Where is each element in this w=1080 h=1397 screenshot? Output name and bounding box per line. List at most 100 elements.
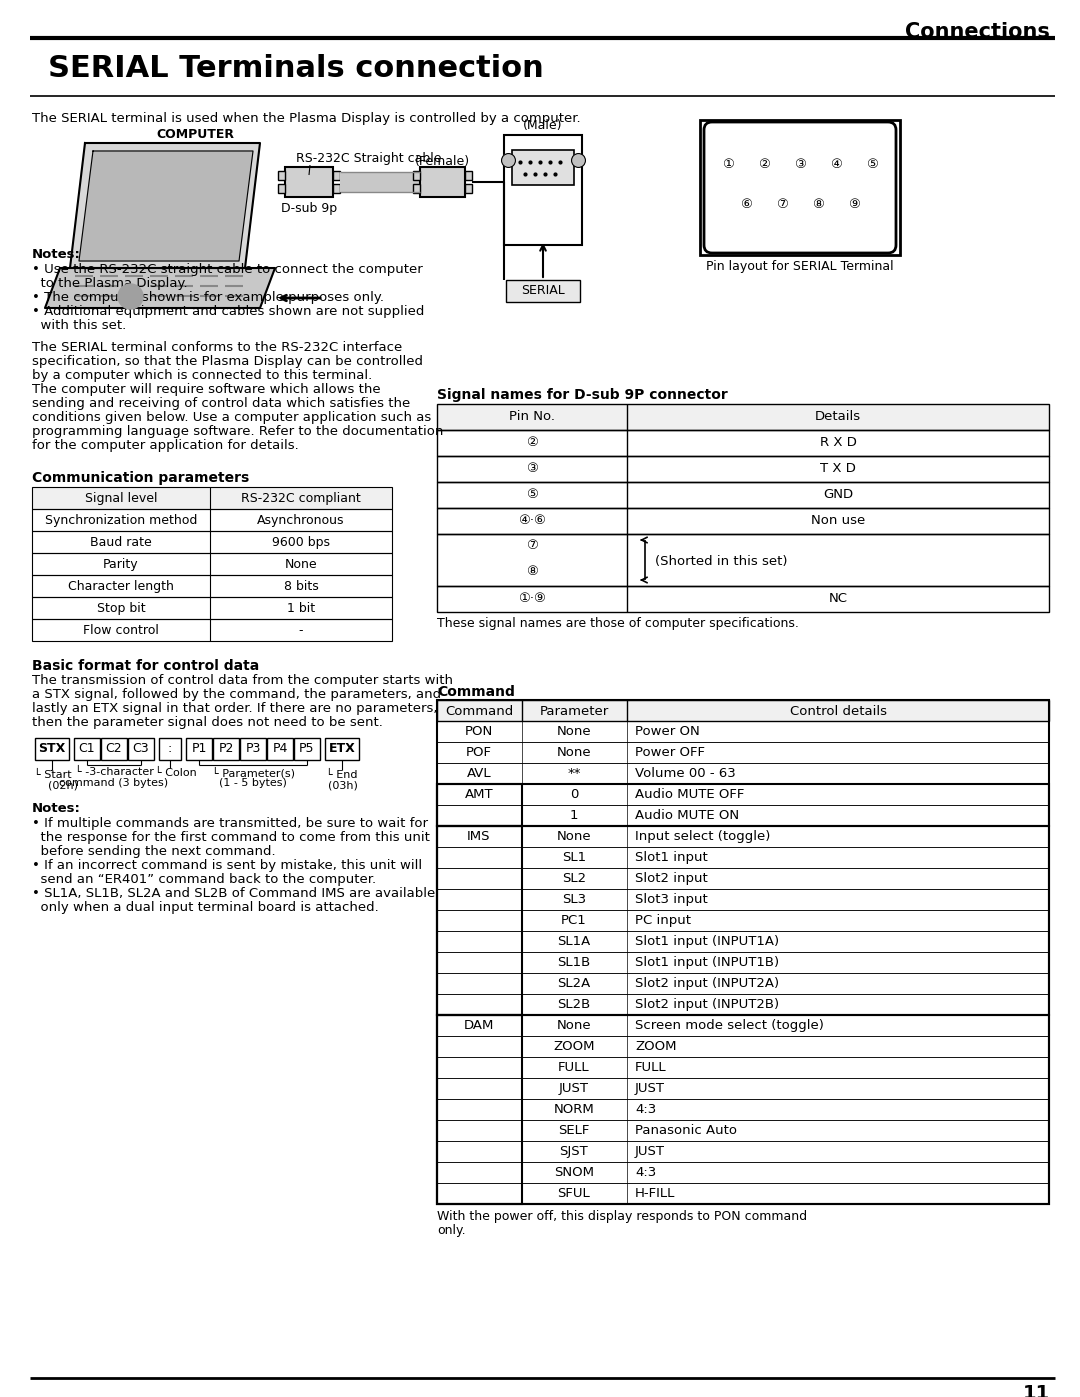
Bar bbox=[437, 784, 1049, 805]
Bar bbox=[437, 995, 1049, 1016]
Text: Slot2 input (INPUT2A): Slot2 input (INPUT2A) bbox=[635, 977, 779, 990]
Text: None: None bbox=[285, 557, 318, 571]
Text: Screen mode select (toggle): Screen mode select (toggle) bbox=[635, 1018, 824, 1032]
Circle shape bbox=[502, 154, 514, 166]
Text: ④: ④ bbox=[831, 158, 842, 172]
Text: The computer will require software which allows the: The computer will require software which… bbox=[32, 383, 380, 395]
Text: Non use: Non use bbox=[811, 514, 865, 527]
Bar bbox=[437, 784, 1049, 826]
Bar bbox=[325, 738, 359, 760]
Text: STX: STX bbox=[39, 742, 66, 754]
Text: ⑨: ⑨ bbox=[848, 198, 860, 211]
Text: ⑧: ⑧ bbox=[812, 198, 824, 211]
Bar bbox=[437, 868, 1049, 888]
Bar bbox=[437, 888, 1049, 909]
Bar bbox=[437, 482, 1049, 509]
Text: ETX: ETX bbox=[328, 742, 355, 754]
Text: **: ** bbox=[567, 767, 581, 780]
Text: Notes:: Notes: bbox=[32, 249, 81, 261]
Text: SERIAL: SERIAL bbox=[522, 284, 565, 298]
Text: :: : bbox=[167, 742, 172, 754]
Text: None: None bbox=[556, 725, 592, 738]
Text: RS-232C Straight cable: RS-232C Straight cable bbox=[296, 152, 442, 165]
Text: ④·⑥: ④·⑥ bbox=[518, 514, 545, 527]
Text: Pin No.: Pin No. bbox=[509, 409, 555, 423]
Text: ZOOM: ZOOM bbox=[553, 1039, 595, 1053]
Text: with this set.: with this set. bbox=[32, 319, 126, 332]
Text: • If multiple commands are transmitted, be sure to wait for: • If multiple commands are transmitted, … bbox=[32, 817, 428, 830]
Polygon shape bbox=[79, 151, 253, 261]
Text: 1 bit: 1 bit bbox=[287, 602, 315, 615]
Text: FULL: FULL bbox=[558, 1060, 590, 1074]
Bar bbox=[413, 184, 420, 193]
Text: SL1: SL1 bbox=[562, 851, 586, 863]
Bar bbox=[437, 700, 1049, 1204]
Text: ⑥: ⑥ bbox=[740, 198, 752, 211]
Text: Audio MUTE OFF: Audio MUTE OFF bbox=[635, 788, 744, 800]
Bar bbox=[437, 1120, 1049, 1141]
Bar bbox=[437, 972, 1049, 995]
Text: send an “ER401” command back to the computer.: send an “ER401” command back to the comp… bbox=[32, 873, 376, 886]
Text: The SERIAL terminal conforms to the RS-232C interface: The SERIAL terminal conforms to the RS-2… bbox=[32, 341, 402, 353]
Text: command (3 bytes): command (3 bytes) bbox=[59, 778, 168, 788]
Text: • SL1A, SL1B, SL2A and SL2B of Command IMS are available: • SL1A, SL1B, SL2A and SL2B of Command I… bbox=[32, 887, 435, 900]
Text: (1 - 5 bytes): (1 - 5 bytes) bbox=[219, 778, 287, 788]
Text: SFUL: SFUL bbox=[557, 1187, 591, 1200]
Bar bbox=[437, 930, 1049, 951]
Text: └ Start: └ Start bbox=[33, 770, 71, 780]
Text: ①·⑨: ①·⑨ bbox=[518, 592, 545, 605]
Text: └ Colon: └ Colon bbox=[156, 768, 197, 778]
Text: Power ON: Power ON bbox=[635, 725, 700, 738]
Text: NORM: NORM bbox=[554, 1104, 594, 1116]
Bar bbox=[437, 1058, 1049, 1078]
Bar bbox=[267, 738, 293, 760]
Bar bbox=[32, 576, 392, 597]
Text: (02h): (02h) bbox=[48, 781, 78, 791]
Bar bbox=[240, 738, 266, 760]
Text: Synchronization method: Synchronization method bbox=[44, 514, 198, 527]
Text: (Female): (Female) bbox=[415, 155, 470, 168]
Text: only when a dual input terminal board is attached.: only when a dual input terminal board is… bbox=[32, 901, 379, 914]
Text: (03h): (03h) bbox=[328, 781, 357, 791]
Polygon shape bbox=[45, 268, 275, 307]
Text: Control details: Control details bbox=[789, 705, 887, 718]
Text: ③: ③ bbox=[526, 462, 538, 475]
Polygon shape bbox=[70, 142, 260, 268]
Bar bbox=[437, 700, 1049, 721]
Text: then the parameter signal does not need to be sent.: then the parameter signal does not need … bbox=[32, 717, 383, 729]
Text: Flow control: Flow control bbox=[83, 624, 159, 637]
Text: With the power off, this display responds to PON command: With the power off, this display respond… bbox=[437, 1210, 807, 1222]
Bar bbox=[437, 585, 1049, 612]
Bar bbox=[437, 826, 1049, 1016]
Text: ⑤: ⑤ bbox=[866, 158, 878, 172]
Bar bbox=[32, 553, 392, 576]
Text: Connections: Connections bbox=[905, 22, 1050, 42]
Text: Power OFF: Power OFF bbox=[635, 746, 705, 759]
Text: The transmission of control data from the computer starts with: The transmission of control data from th… bbox=[32, 673, 453, 687]
Text: Command: Command bbox=[445, 705, 513, 718]
Bar bbox=[512, 149, 573, 184]
Text: └ End: └ End bbox=[326, 770, 357, 780]
Bar bbox=[159, 738, 181, 760]
Text: Command: Command bbox=[437, 685, 515, 698]
Bar bbox=[32, 488, 392, 509]
Text: SL1B: SL1B bbox=[557, 956, 591, 970]
Bar bbox=[437, 1016, 1049, 1204]
Bar bbox=[437, 826, 1049, 847]
Text: RS-232C compliant: RS-232C compliant bbox=[241, 492, 361, 504]
Text: Panasonic Auto: Panasonic Auto bbox=[635, 1125, 737, 1137]
Bar bbox=[129, 738, 154, 760]
Text: to the Plasma Display.: to the Plasma Display. bbox=[32, 277, 188, 291]
Bar bbox=[278, 184, 285, 193]
Circle shape bbox=[572, 154, 584, 166]
Text: ①: ① bbox=[723, 158, 734, 172]
Text: ⑦: ⑦ bbox=[777, 198, 788, 211]
Bar bbox=[186, 738, 212, 760]
Bar bbox=[700, 120, 900, 256]
Text: Slot2 input (INPUT2B): Slot2 input (INPUT2B) bbox=[635, 997, 779, 1011]
Text: Notes:: Notes: bbox=[32, 802, 81, 814]
Text: SL1A: SL1A bbox=[557, 935, 591, 949]
Text: SL2A: SL2A bbox=[557, 977, 591, 990]
Text: ⑧: ⑧ bbox=[526, 564, 538, 578]
Bar bbox=[333, 170, 340, 180]
